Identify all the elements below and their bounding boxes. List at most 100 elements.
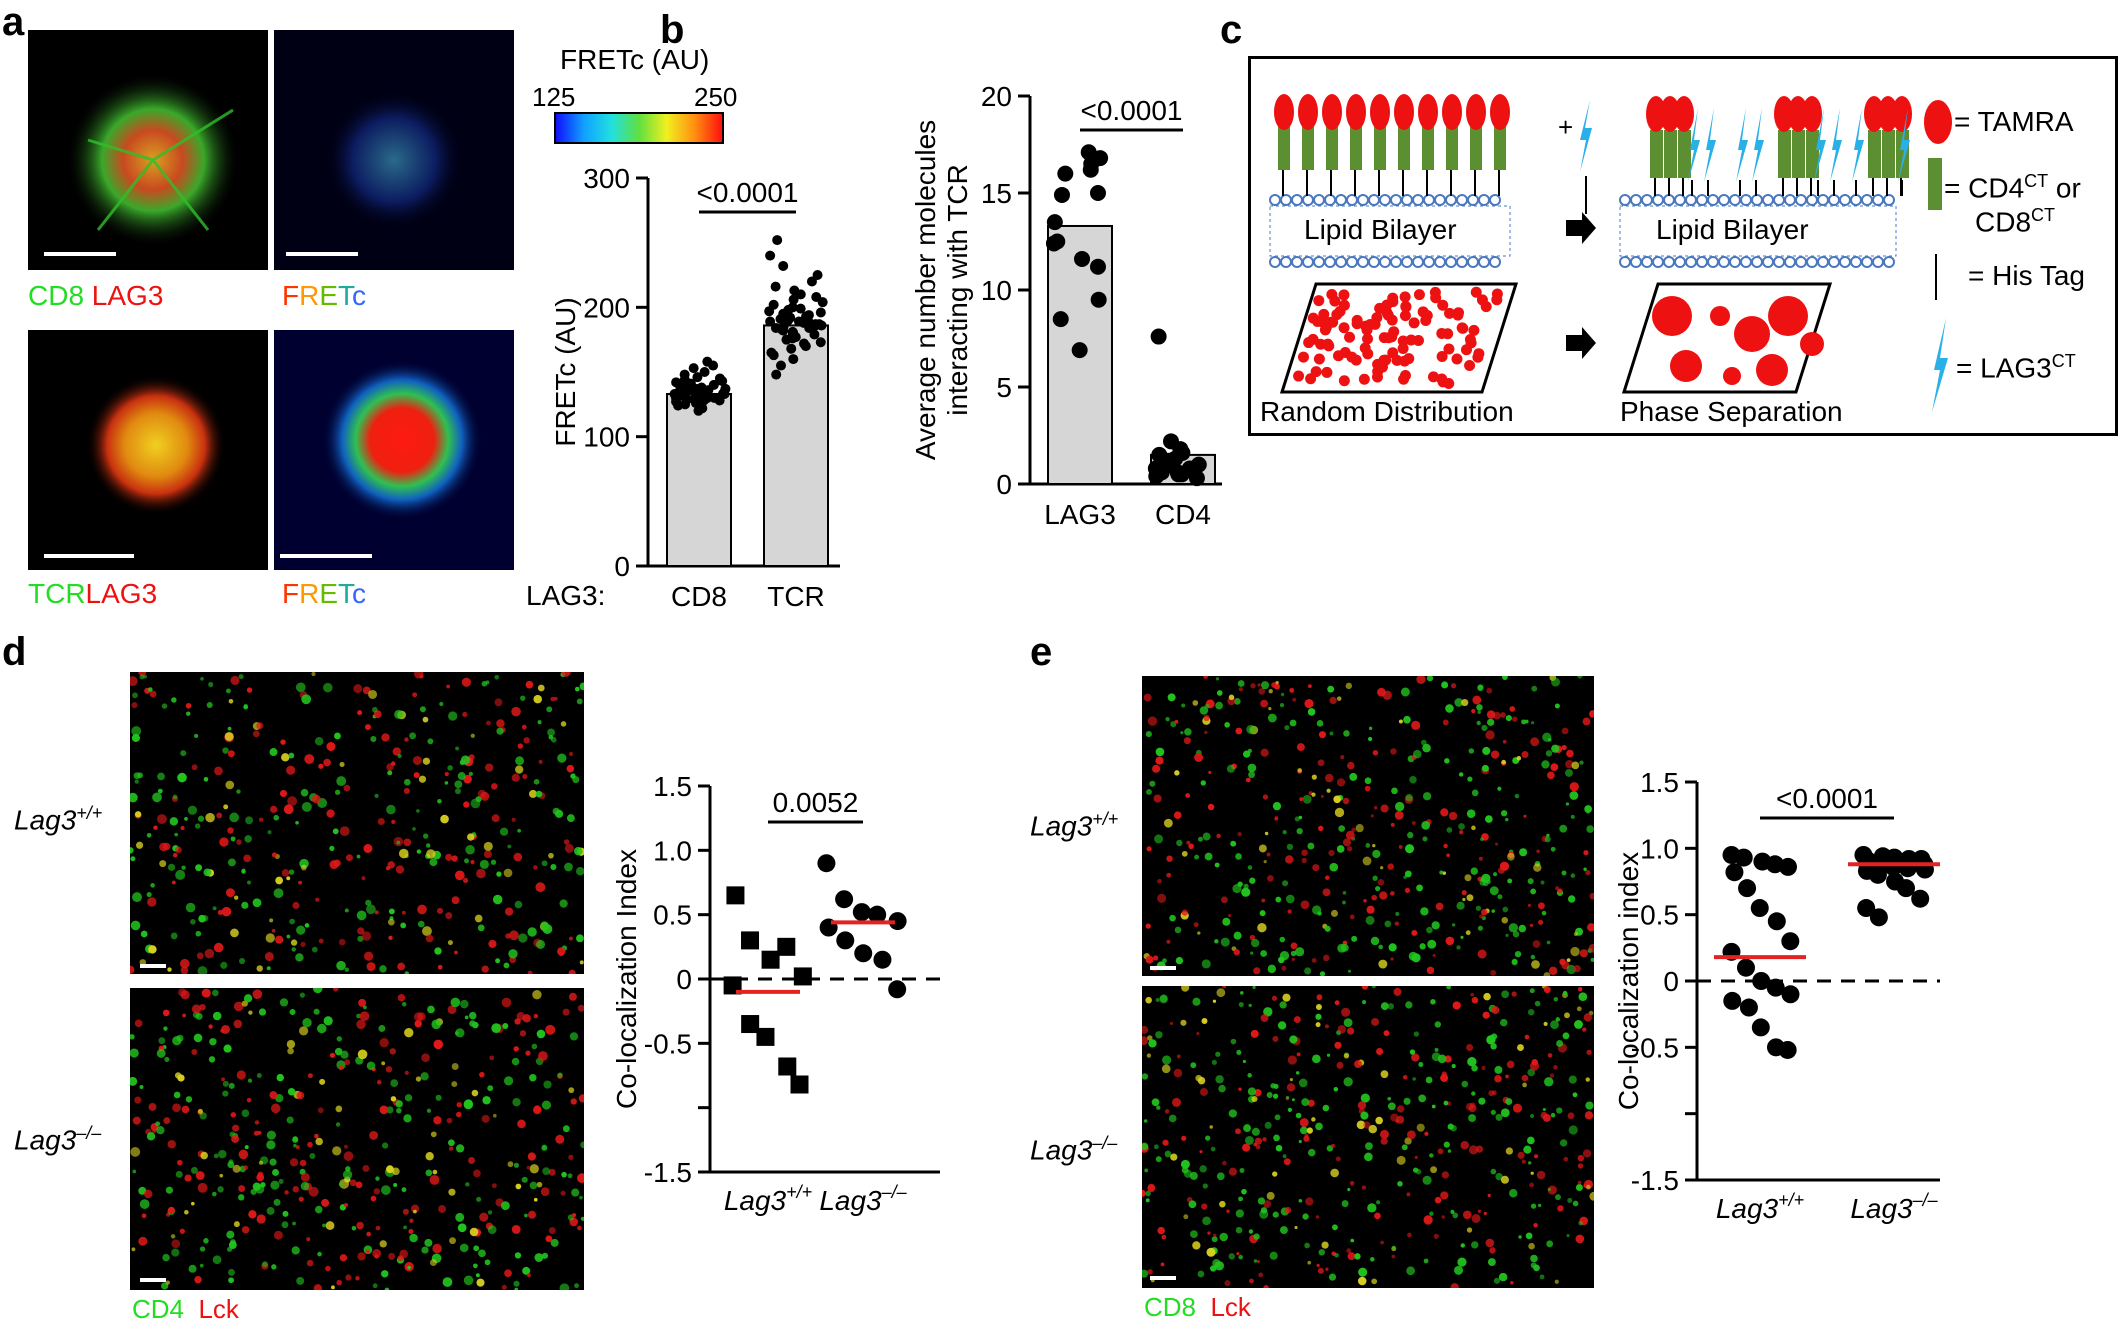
puncta xyxy=(1291,957,1295,961)
puncta xyxy=(1282,829,1287,835)
puncta xyxy=(1308,684,1312,688)
puncta xyxy=(455,746,460,751)
puncta xyxy=(131,702,138,709)
data-point xyxy=(811,291,822,302)
puncta xyxy=(1238,687,1244,692)
cd-protein xyxy=(1278,124,1290,170)
data-point xyxy=(1170,466,1187,483)
data-point xyxy=(1778,857,1797,876)
puncta xyxy=(1544,1077,1554,1087)
tamra-dot xyxy=(1453,307,1465,319)
puncta xyxy=(1530,1113,1535,1119)
micrograph-fretc-tcr xyxy=(274,330,514,570)
puncta xyxy=(557,947,566,956)
puncta xyxy=(1468,1145,1479,1155)
puncta xyxy=(395,1100,403,1108)
fretc-letter: c xyxy=(352,578,367,609)
puncta xyxy=(1274,816,1279,821)
puncta xyxy=(1411,821,1416,825)
puncta xyxy=(1406,1192,1411,1197)
puncta xyxy=(1358,1267,1368,1277)
puncta xyxy=(492,894,503,905)
puncta xyxy=(317,1251,322,1257)
puncta xyxy=(1333,795,1341,804)
puncta xyxy=(339,761,345,768)
puncta xyxy=(1222,917,1231,926)
puncta xyxy=(1360,1111,1369,1120)
puncta xyxy=(517,743,524,749)
puncta xyxy=(1235,727,1243,735)
puncta xyxy=(370,1195,377,1202)
puncta xyxy=(329,845,335,851)
puncta xyxy=(1434,1047,1439,1052)
puncta xyxy=(1239,1168,1245,1174)
puncta xyxy=(1249,1278,1254,1284)
e-row-label-wt: Lag3+/+ xyxy=(1030,810,1118,840)
puncta xyxy=(1282,1154,1287,1159)
puncta xyxy=(179,1228,185,1234)
puncta xyxy=(496,727,504,735)
puncta xyxy=(191,1004,202,1014)
tamra-cluster xyxy=(1768,296,1808,336)
puncta xyxy=(1252,986,1256,989)
puncta xyxy=(455,1028,465,1038)
puncta xyxy=(1380,1137,1388,1145)
puncta xyxy=(1465,1102,1474,1111)
puncta xyxy=(1175,956,1184,965)
puncta xyxy=(164,1056,170,1062)
puncta xyxy=(1506,1060,1515,1069)
fretc-letter: R xyxy=(299,280,320,311)
puncta xyxy=(1192,997,1201,1006)
puncta xyxy=(404,1070,409,1075)
x-tick-label: Lag3+/+ xyxy=(1716,1190,1804,1224)
puncta xyxy=(182,1013,187,1018)
puncta xyxy=(1403,875,1407,879)
tamra-marker xyxy=(1418,94,1438,130)
puncta xyxy=(566,764,575,773)
puncta xyxy=(1497,786,1502,791)
data-point xyxy=(873,950,892,969)
puncta xyxy=(1263,1007,1273,1017)
puncta xyxy=(1295,947,1305,957)
legend-cd4ct: = CD4CT or xyxy=(1944,172,2081,202)
puncta xyxy=(332,1146,342,1156)
puncta xyxy=(490,859,497,865)
puncta xyxy=(541,1252,549,1259)
puncta xyxy=(134,1019,143,1028)
puncta xyxy=(504,907,514,916)
puncta xyxy=(1315,1215,1320,1219)
puncta xyxy=(1258,844,1267,853)
puncta xyxy=(1569,791,1579,800)
puncta xyxy=(1289,719,1297,727)
data-point xyxy=(1188,470,1205,487)
puncta xyxy=(1467,776,1473,782)
puncta xyxy=(514,1287,519,1290)
data-point xyxy=(1082,161,1099,178)
puncta xyxy=(531,1043,538,1050)
puncta xyxy=(1253,1142,1258,1147)
puncta xyxy=(1145,1190,1151,1197)
puncta xyxy=(1258,688,1266,695)
puncta xyxy=(1524,1034,1530,1040)
puncta xyxy=(270,805,278,813)
puncta xyxy=(568,751,574,757)
tamra-dot xyxy=(1329,295,1341,307)
y-tick-label: 1.5 xyxy=(1640,767,1679,798)
puncta xyxy=(292,1221,296,1226)
legend-cd4-text: = CD4 xyxy=(1944,172,2025,204)
tamra-dot xyxy=(1397,335,1409,347)
puncta xyxy=(230,928,239,938)
puncta xyxy=(536,1029,546,1039)
puncta xyxy=(579,682,584,691)
puncta xyxy=(559,899,568,908)
puncta xyxy=(548,852,554,859)
puncta xyxy=(238,1185,246,1192)
puncta xyxy=(470,859,475,865)
puncta xyxy=(344,1059,351,1066)
puncta xyxy=(1294,1225,1298,1230)
puncta xyxy=(1530,721,1535,725)
puncta xyxy=(1285,894,1295,904)
puncta xyxy=(1305,1197,1314,1206)
puncta xyxy=(1488,1090,1495,1097)
puncta xyxy=(225,780,235,790)
